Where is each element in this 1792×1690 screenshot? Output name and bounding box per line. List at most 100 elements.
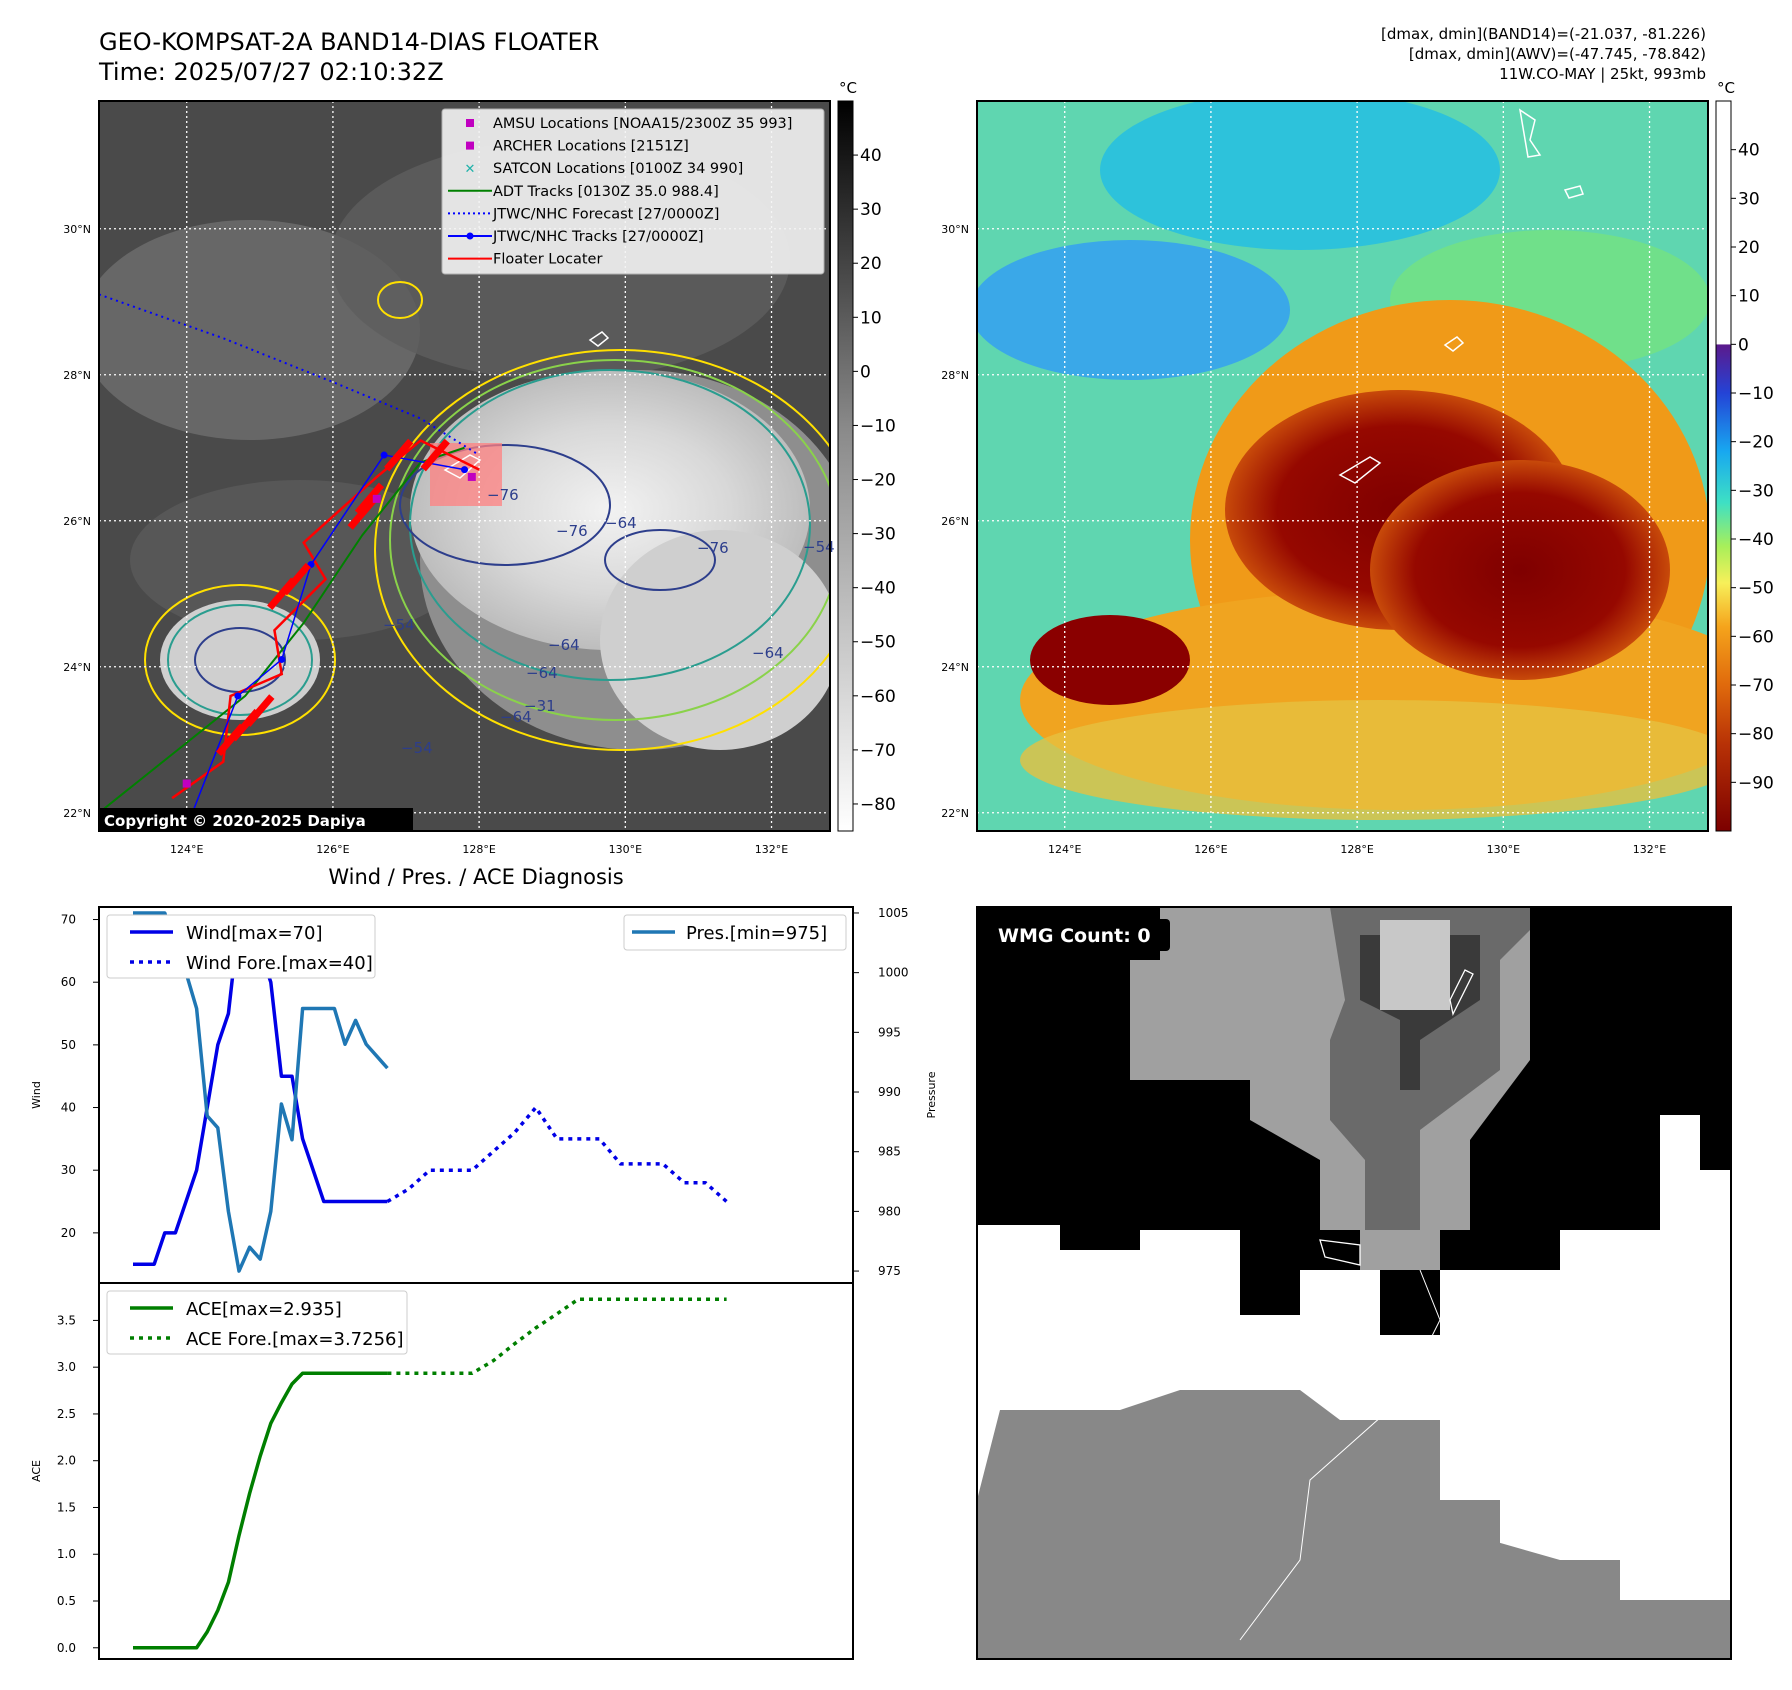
ace-legend-box: [106, 1290, 408, 1355]
lat-tick-label: 26°N: [941, 515, 969, 528]
colorbar-tick-label: 0: [860, 362, 871, 382]
pressure-tick-label: 995: [878, 1025, 901, 1039]
ir-map-frame: [98, 100, 831, 832]
amsu-location: [372, 494, 381, 503]
pressure-tick-label: 975: [878, 1264, 901, 1278]
wv-moist-band: [1020, 700, 1708, 820]
ace-tick-label: 0.5: [57, 1594, 76, 1608]
info-awv-range: [dmax, dmin](AWV)=(-47.745, -78.842): [1409, 45, 1706, 63]
wind-legend-box: [106, 914, 376, 979]
contour-label: −64: [500, 708, 532, 726]
pressure-axis-label: Pressure: [925, 1071, 938, 1118]
jtwc-track-point: [278, 655, 286, 663]
ir-contour-labels: −76−76 −64−76−54−64−64−64−54−31−64−54: [383, 486, 835, 757]
contour-label: −54: [803, 538, 835, 556]
colorbar-tick-label: −50: [860, 633, 896, 653]
lon-tick-label: 126°E: [316, 843, 349, 856]
lat-tick-label: 28°N: [941, 369, 969, 382]
wind-tick-label: 60: [61, 975, 76, 989]
island-outline: [1338, 456, 1382, 484]
legend-label: ADT Tracks [0130Z 35.0 988.4]: [493, 184, 719, 200]
wind-axis-label: Wind: [30, 1081, 43, 1109]
lon-tick-label: 130°E: [609, 843, 642, 856]
contour-label: −76: [487, 486, 519, 504]
lat-tick-label: 30°N: [63, 223, 91, 236]
colorbar-tick-label: −50: [1738, 579, 1774, 599]
lat-tick-label: 24°N: [63, 661, 91, 674]
ace-tick-label: 3.5: [57, 1313, 76, 1327]
floater-swath: [281, 562, 312, 596]
lon-tick-label: 132°E: [755, 843, 788, 856]
colorbar-tick-label: −10: [1738, 384, 1774, 404]
legend-marker-square: [466, 141, 474, 150]
contour-navy: [604, 529, 716, 591]
wmg-panel: WMG Count: 0: [976, 906, 1732, 1660]
wmg-lower-band: [1100, 1440, 1560, 1600]
colorbar-tick-label: 30: [1738, 189, 1760, 209]
wind-tick-label: 30: [61, 1163, 76, 1177]
legend-label: JTWC/NHC Tracks [27/0000Z]: [492, 229, 704, 245]
wind-legend: Wind[max=70] Wind Fore.[max=40]: [106, 914, 376, 979]
legend-label: SATCON Locations [0100Z 34 990]: [493, 161, 743, 177]
wind-fore-legend-label: Wind Fore.[max=40]: [186, 953, 373, 974]
ir-colorbar-gradient: [837, 100, 854, 832]
contour-label: −64: [526, 664, 558, 682]
colorbar-tick-label: −30: [860, 525, 896, 545]
pressure-legend: Pres.[min=975]: [623, 914, 847, 951]
lat-tick-label: 24°N: [941, 661, 969, 674]
wmg-warm-cell: [1380, 920, 1450, 1010]
wind-pressure-chart: 20 30 40 50 60 70 975 980 985 990 995 1000 1005 Wind…: [30, 906, 938, 1284]
legend-marker-x: ✕: [465, 162, 476, 177]
wind-tick-label: 70: [61, 913, 76, 927]
colorbar-tick-label: 10: [1738, 287, 1760, 307]
ir-secondary-cloud: [160, 600, 320, 720]
wind-tick-label: 20: [61, 1226, 76, 1240]
ace-chart: 0.0 0.5 1.0 1.5 2.0 2.5 3.0 3.5 ACE ACE[max=2.9…: [30, 1282, 854, 1660]
floater-swath: [384, 438, 414, 472]
floater-swath: [420, 438, 450, 472]
lon-tick-label: 128°E: [1340, 843, 1373, 856]
lat-tick-label: 30°N: [941, 223, 969, 236]
info-storm-status: 11W.CO-MAY | 25kt, 993mb: [1499, 65, 1706, 83]
info-band14-range: [dmax, dmin](BAND14)=(-21.037, -81.226): [1381, 25, 1706, 43]
lon-tick-label: 130°E: [1487, 843, 1520, 856]
contour-yellow: [374, 349, 830, 751]
wmg-count-label: WMG Count: 0: [998, 925, 1151, 947]
ace-tick-label: 3.0: [57, 1360, 76, 1374]
wmg-count-box: [988, 919, 1170, 951]
amsu-location: [467, 472, 476, 481]
wv-colorbar-unit: °C: [1717, 79, 1735, 97]
ace-forecast-line: [387, 1297, 727, 1376]
contour-label: −64: [548, 636, 580, 654]
contour-green: [389, 359, 830, 721]
colorbar-tick-label: −60: [860, 687, 896, 707]
jtwc-forecast-track: [99, 293, 480, 456]
ace-fore-legend-label: ACE Fore.[max=3.7256]: [186, 1329, 404, 1350]
jtwc-track-point: [380, 451, 388, 459]
colorbar-tick-label: 40: [1738, 141, 1760, 161]
ir-legend-box: [441, 108, 825, 275]
wind-tick-label: 50: [61, 1038, 76, 1052]
floater-box: [430, 443, 502, 506]
wv-colorbar: °C 40 30 20 10 0 −10 −20 −30 −40 −50 −60 −70 −80 −90: [1715, 79, 1774, 832]
colorbar-tick-label: 40: [860, 146, 882, 166]
pressure-tick-label: 990: [878, 1085, 901, 1099]
colorbar-tick-label: −80: [1738, 725, 1774, 745]
colorbar-tick-label: −20: [1738, 433, 1774, 453]
colorbar-tick-label: −40: [860, 579, 896, 599]
lon-tick-label: 126°E: [1194, 843, 1227, 856]
floater-swath: [347, 497, 377, 530]
island-outline: [588, 331, 610, 347]
ir-colorbar: °C 40 30 20 10 0 −10 −20 −30 −40 −50 −60 −70 −80: [837, 79, 896, 832]
pressure-tick-label: 985: [878, 1145, 901, 1159]
wv-lon-labels: 124°E 126°E 128°E 130°E 132°E: [1048, 843, 1666, 856]
contour-teal: [409, 369, 811, 681]
contour-label: −76: [697, 539, 729, 557]
colorbar-tick-label: −70: [1738, 676, 1774, 696]
island-outline: [1443, 336, 1465, 352]
jtwc-track-point: [234, 692, 242, 700]
ir-legend: AMSU Locations [NOAA15/2300Z 35 993] ARCH…: [441, 108, 825, 275]
pressure-tick-label: 1005: [878, 906, 909, 920]
colorbar-tick-label: −70: [860, 741, 896, 761]
